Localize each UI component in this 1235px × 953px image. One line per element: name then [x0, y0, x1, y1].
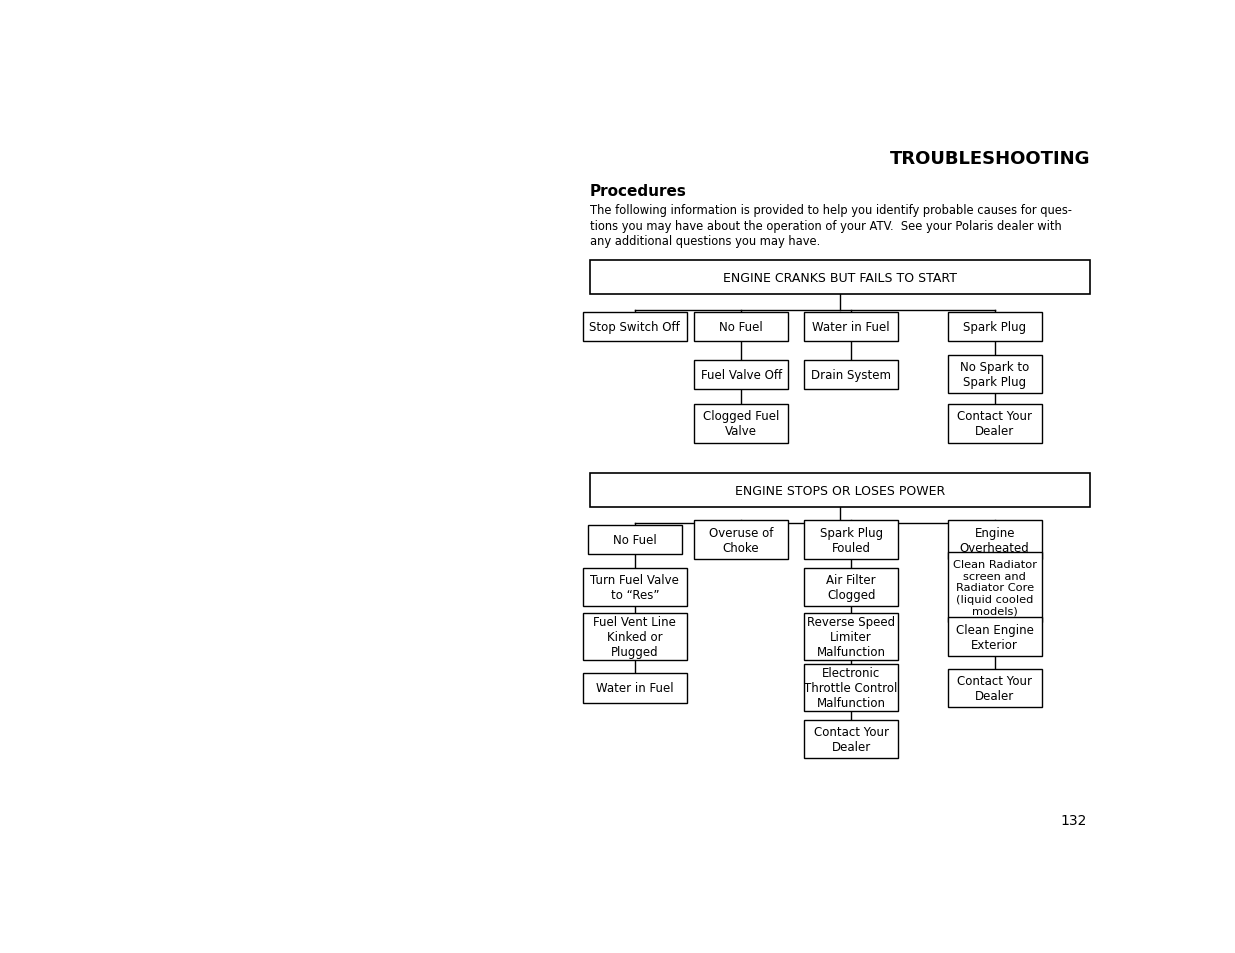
FancyBboxPatch shape — [947, 521, 1041, 559]
Text: Engine
Overheated: Engine Overheated — [960, 526, 1030, 554]
Text: Contact Your
Dealer: Contact Your Dealer — [814, 725, 889, 754]
Text: No Fuel: No Fuel — [719, 320, 763, 334]
FancyBboxPatch shape — [804, 521, 898, 559]
Text: TROUBLESHOOTING: TROUBLESHOOTING — [890, 150, 1091, 168]
FancyBboxPatch shape — [947, 669, 1041, 707]
FancyBboxPatch shape — [590, 474, 1091, 508]
FancyBboxPatch shape — [694, 521, 788, 559]
FancyBboxPatch shape — [947, 405, 1041, 443]
FancyBboxPatch shape — [804, 720, 898, 759]
FancyBboxPatch shape — [804, 360, 898, 390]
FancyBboxPatch shape — [694, 405, 788, 443]
Text: Stop Switch Off: Stop Switch Off — [589, 320, 680, 334]
Text: Spark Plug: Spark Plug — [963, 320, 1026, 334]
Text: No Fuel: No Fuel — [613, 534, 657, 546]
Text: Clogged Fuel
Valve: Clogged Fuel Valve — [703, 410, 779, 438]
FancyBboxPatch shape — [947, 355, 1041, 394]
FancyBboxPatch shape — [583, 674, 687, 703]
Text: Air Filter
Clogged: Air Filter Clogged — [826, 574, 876, 601]
Text: Clean Radiator
screen and
Radiator Core
(liquid cooled
models): Clean Radiator screen and Radiator Core … — [952, 559, 1036, 616]
Text: The following information is provided to help you identify probable causes for q: The following information is provided to… — [590, 204, 1072, 217]
Text: Drain System: Drain System — [811, 369, 892, 381]
FancyBboxPatch shape — [583, 569, 687, 607]
FancyBboxPatch shape — [694, 313, 788, 342]
Text: Reverse Speed
Limiter
Malfunction: Reverse Speed Limiter Malfunction — [808, 616, 895, 659]
FancyBboxPatch shape — [947, 313, 1041, 342]
Text: Clean Engine
Exterior: Clean Engine Exterior — [956, 623, 1034, 651]
FancyBboxPatch shape — [804, 665, 898, 712]
FancyBboxPatch shape — [583, 313, 687, 342]
Text: Fuel Valve Off: Fuel Valve Off — [700, 369, 782, 381]
Text: Contact Your
Dealer: Contact Your Dealer — [957, 410, 1032, 438]
Text: ENGINE STOPS OR LOSES POWER: ENGINE STOPS OR LOSES POWER — [735, 484, 945, 497]
Text: Electronic
Throttle Control
Malfunction: Electronic Throttle Control Malfunction — [804, 667, 898, 710]
FancyBboxPatch shape — [590, 261, 1091, 294]
FancyBboxPatch shape — [804, 313, 898, 342]
Text: No Spark to
Spark Plug: No Spark to Spark Plug — [960, 361, 1029, 389]
FancyBboxPatch shape — [947, 553, 1041, 622]
Text: Spark Plug
Fouled: Spark Plug Fouled — [820, 526, 883, 554]
FancyBboxPatch shape — [583, 614, 687, 660]
FancyBboxPatch shape — [588, 525, 682, 555]
Text: ENGINE CRANKS BUT FAILS TO START: ENGINE CRANKS BUT FAILS TO START — [724, 272, 957, 285]
Text: Contact Your
Dealer: Contact Your Dealer — [957, 674, 1032, 702]
FancyBboxPatch shape — [804, 569, 898, 607]
FancyBboxPatch shape — [947, 618, 1041, 656]
Text: Water in Fuel: Water in Fuel — [597, 681, 673, 695]
FancyBboxPatch shape — [694, 360, 788, 390]
Text: Water in Fuel: Water in Fuel — [813, 320, 890, 334]
FancyBboxPatch shape — [804, 614, 898, 660]
Text: Overuse of
Choke: Overuse of Choke — [709, 526, 773, 554]
Text: Procedures: Procedures — [590, 183, 687, 198]
Text: any additional questions you may have.: any additional questions you may have. — [590, 234, 820, 248]
Text: Fuel Vent Line
Kinked or
Plugged: Fuel Vent Line Kinked or Plugged — [593, 616, 677, 659]
Text: Turn Fuel Valve
to “Res”: Turn Fuel Valve to “Res” — [590, 574, 679, 601]
Text: 132: 132 — [1060, 814, 1087, 827]
Text: tions you may have about the operation of your ATV.  See your Polaris dealer wit: tions you may have about the operation o… — [590, 219, 1062, 233]
